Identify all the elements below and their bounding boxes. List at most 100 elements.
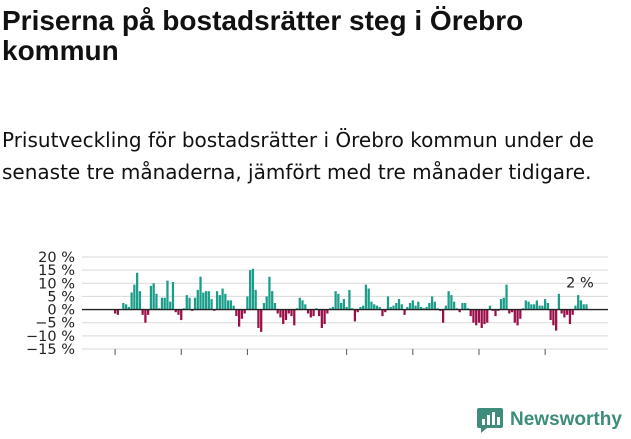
bar: [337, 293, 340, 310]
chart-title: Priserna på bostadsrätter steg i Örebro …: [2, 5, 524, 66]
bar: [414, 305, 417, 310]
bar: [210, 299, 213, 310]
bar: [224, 293, 227, 310]
bar: [301, 300, 304, 310]
bar: [254, 289, 257, 310]
y-tick-label: −15 %: [26, 342, 75, 358]
bar: [577, 295, 580, 310]
bar: [185, 295, 188, 310]
bar: [411, 300, 414, 310]
bar: [453, 301, 456, 310]
bar: [271, 291, 274, 310]
bar: [221, 288, 224, 310]
bar: [508, 309, 511, 314]
bar: [397, 299, 401, 310]
bar: [395, 303, 398, 310]
bar: [403, 309, 406, 315]
bar: [138, 291, 142, 310]
bar: [326, 309, 329, 314]
bar: [340, 303, 343, 310]
bar: [433, 301, 436, 310]
newsworthy-logo: Newsworthy: [476, 406, 622, 434]
bar: [568, 309, 572, 325]
bar: [262, 303, 266, 310]
bar: [480, 309, 483, 328]
y-axis-labels: −15 %−10 %−5 %0 %5 %10 %15 %20 %: [26, 250, 75, 358]
y-tick-label: 10 %: [38, 276, 75, 292]
bar: [249, 270, 252, 310]
bar: [464, 303, 467, 310]
bar: [171, 281, 175, 310]
bar: [312, 309, 315, 317]
bar: [538, 305, 541, 310]
bar: [442, 309, 445, 323]
bar: [541, 305, 544, 310]
bar: [155, 293, 158, 310]
bar: [384, 309, 387, 313]
bar: [323, 309, 326, 325]
bar: [215, 291, 219, 310]
y-tick-label: 20 %: [38, 250, 75, 266]
bar: [202, 292, 205, 310]
bar: [268, 276, 271, 310]
bar: [524, 300, 527, 310]
bar: [229, 300, 232, 310]
bar: [477, 309, 481, 323]
bar: [116, 309, 119, 315]
bar: [530, 304, 533, 310]
bar: [141, 309, 144, 315]
bar: [163, 297, 166, 310]
bar: [282, 309, 285, 325]
bar: [386, 296, 390, 310]
newsworthy-logo-icon: [477, 408, 503, 433]
newsworthy-logo-text: Newsworthy: [510, 409, 622, 430]
bar: [430, 296, 434, 310]
bar: [127, 306, 130, 310]
bar: [505, 284, 508, 310]
latest-value-label: 2 %: [566, 275, 594, 291]
bar: [419, 306, 423, 310]
bar: [348, 289, 351, 310]
bar: [370, 301, 373, 310]
bar: [510, 309, 514, 313]
bar: [284, 309, 288, 321]
bar: [293, 309, 296, 326]
bar: [166, 280, 169, 310]
bar: [475, 309, 478, 326]
bar: [417, 301, 420, 310]
bar: [513, 309, 516, 323]
bar: [240, 309, 244, 319]
bar: [290, 309, 293, 317]
bar: [246, 296, 249, 310]
bar: [367, 288, 370, 310]
bar: [532, 304, 536, 310]
bar: [469, 309, 472, 317]
bar: [342, 299, 346, 310]
bar: [243, 309, 246, 314]
bar: [320, 309, 323, 328]
bar: [392, 305, 395, 310]
bar: [130, 292, 133, 310]
bar: [546, 303, 550, 310]
bar: [472, 309, 475, 323]
bar: [378, 306, 381, 310]
bar: [486, 309, 489, 323]
bar: [188, 297, 191, 310]
bar: [375, 305, 379, 310]
bar: [238, 309, 241, 327]
x-axis-labels: 2012201420162019202120232025: [114, 349, 546, 355]
bar: [362, 305, 365, 310]
bar: [359, 306, 362, 310]
bar: [535, 300, 538, 310]
bar: [499, 299, 503, 310]
bar: [494, 309, 497, 317]
bar: [204, 291, 208, 310]
y-tick-label: 15 %: [38, 263, 75, 279]
bar: [199, 276, 202, 310]
bar: [160, 297, 164, 310]
bar: [174, 309, 177, 313]
bar: [483, 309, 486, 325]
bar: [257, 309, 260, 328]
bar: [428, 303, 431, 310]
bar: [136, 272, 139, 310]
